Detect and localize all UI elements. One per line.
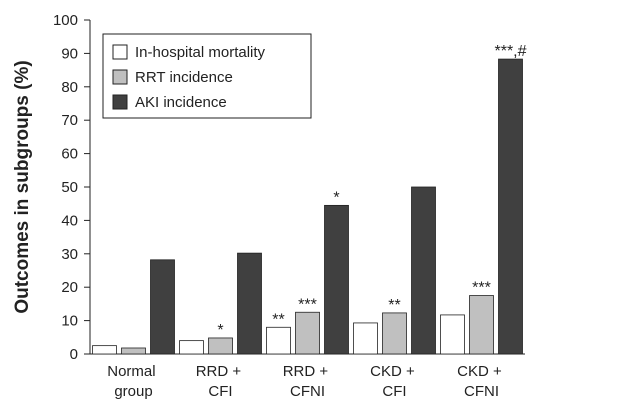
- bar: [92, 345, 117, 355]
- legend-label: RRT incidence: [135, 69, 233, 86]
- y-tick-label: 20: [61, 279, 78, 296]
- x-tick-label: CKD + CFI: [370, 363, 419, 400]
- legend-label: In-hospital mortality: [135, 44, 266, 61]
- y-tick-label: 0: [70, 346, 78, 363]
- y-tick-label: 60: [61, 146, 78, 163]
- y-tick-label: 50: [61, 179, 78, 196]
- bar: [121, 347, 146, 355]
- bar-annotation: *: [333, 189, 339, 206]
- bar: [411, 186, 436, 355]
- bar: [150, 259, 175, 355]
- legend-swatch: [112, 69, 128, 85]
- bar: [469, 295, 494, 355]
- bar: [179, 340, 204, 355]
- bar-annotation: ***: [472, 280, 491, 297]
- y-axis-label: Outcomes in subgroups (%): [12, 60, 33, 313]
- y-tick-label: 10: [61, 313, 78, 330]
- y-tick-label: 90: [61, 45, 78, 62]
- bar-annotation: *: [217, 322, 223, 339]
- bar: [237, 252, 262, 355]
- x-tick-label: RRD + CFNI: [283, 363, 333, 400]
- legend-swatch: [112, 94, 128, 110]
- bar-annotation: ***,#: [494, 43, 526, 60]
- y-tick-label: 40: [61, 212, 78, 229]
- y-tick-label: 100: [53, 12, 78, 29]
- x-tick-label: RRD + CFI: [196, 363, 246, 400]
- bar-annotation: ***: [298, 296, 317, 313]
- bar-annotation: **: [388, 297, 400, 314]
- y-tick-label: 30: [61, 246, 78, 263]
- bar-annotation: **: [272, 311, 284, 328]
- bar: [324, 204, 349, 355]
- bar: [295, 311, 320, 355]
- bar: [440, 314, 465, 355]
- bar: [208, 337, 233, 355]
- bar: [353, 322, 378, 355]
- x-tick-label: CKD + CFNI: [457, 363, 506, 400]
- x-tick-label: Normal group: [107, 363, 160, 400]
- bar: [498, 58, 523, 355]
- legend-swatch: [112, 44, 128, 60]
- bar: [266, 326, 291, 355]
- legend-label: AKI incidence: [135, 94, 227, 111]
- bar: [382, 312, 407, 355]
- legend-box: [102, 33, 312, 119]
- y-tick-label: 70: [61, 112, 78, 129]
- y-tick-label: 80: [61, 79, 78, 96]
